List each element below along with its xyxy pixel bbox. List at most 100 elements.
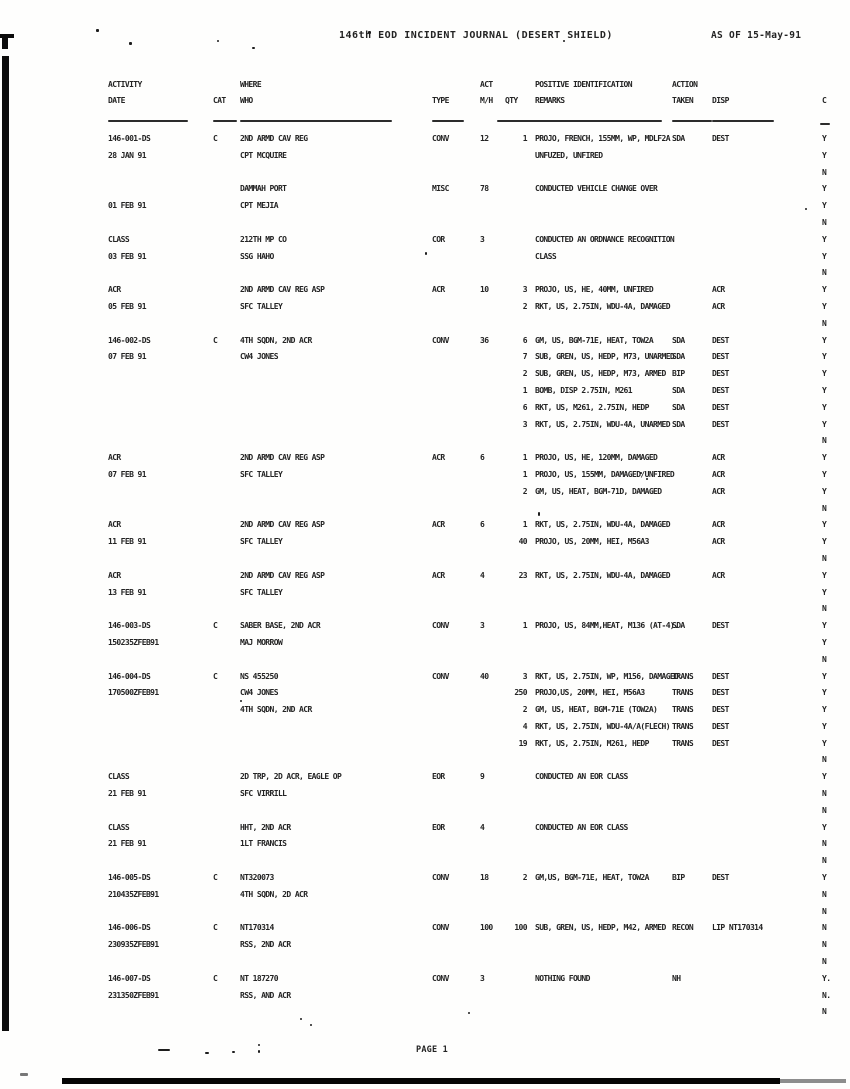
cell-activity-date: 146-007-DS [108, 973, 151, 983]
cell-activity-date: CLASS [108, 772, 130, 782]
journal-line: N [108, 1007, 850, 1024]
col-cat-label: CAT [213, 96, 226, 105]
cell-type: CONV [432, 973, 449, 983]
journal-line: 146-007-DS C NT 187270 CONV 3 NOTHING FO… [108, 974, 850, 991]
col-qty-label: QTY [505, 96, 518, 105]
journal-line: 146-005-DS C NT320073 CONV 18 2 GM,US, B… [108, 873, 850, 890]
cell-act-mh: 3 [480, 621, 485, 631]
journal-line: 05 FEB 91 SFC TALLEY 2 RKT, US, 2.75IN, … [108, 302, 850, 319]
cell-act-mh: 4 [480, 822, 485, 832]
cell-disp: DEST [712, 419, 729, 429]
cell-c-flag: Y [822, 234, 827, 244]
cell-where-who: 4TH SQDN, 2ND ACR [240, 705, 312, 715]
cell-c-flag: N [822, 839, 827, 849]
scan-speck [258, 1044, 260, 1046]
journal-line: N [108, 319, 850, 336]
cell-qty: 2 [522, 486, 528, 496]
cell-where-who: SFC TALLEY [240, 537, 283, 547]
cell-c-flag: Y [822, 301, 827, 311]
journal-line: 2 GM, US, HEAT, BGM-71D, DAMAGED ACR Y [108, 487, 850, 504]
cell-activity-date: 150235ZFEB91 [108, 637, 159, 647]
cell-activity-date: 07 FEB 91 [108, 469, 147, 479]
cell-act-mh: 3 [480, 973, 485, 983]
header-rule [712, 120, 774, 122]
cell-activity-date: 146-001-DS [108, 134, 151, 143]
scan-speck [20, 1073, 28, 1076]
journal-line: 150235ZFEB91 MAJ MORROW Y [108, 638, 850, 655]
cell-c-flag: N [822, 217, 827, 227]
cell-act-mh: 12 [480, 134, 489, 143]
col-remarks-label: REMARKS [535, 96, 565, 105]
cell-remarks: GM,US, BGM-71E, HEAT, TOW2A [535, 873, 649, 883]
cell-remarks: UNFUZED, UNFIRED [535, 150, 603, 160]
cell-c-flag: Y [822, 671, 827, 681]
cell-activity-date: 146-003-DS [108, 621, 151, 631]
cell-disp: DEST [712, 134, 729, 143]
cell-c-flag: N. [822, 990, 831, 1000]
cell-c-flag: Y [822, 587, 827, 597]
journal-line: 07 FEB 91 CW4 JONES 7 SUB, GREN, US, HED… [108, 352, 850, 369]
cell-where-who: 4TH SQDN, 2D ACR [240, 889, 308, 899]
col-taken-label: TAKEN [672, 96, 694, 105]
cell-remarks: CONDUCTED AN ORDNANCE RECOGNITION [535, 234, 675, 244]
cell-disp: DEST [712, 335, 729, 345]
cell-qty: 100 [514, 923, 527, 933]
cell-remarks: CONDUCTED AN EOR CLASS [535, 822, 628, 832]
cell-c-flag: Y [822, 621, 827, 631]
cell-action-taken: BIP [672, 369, 685, 379]
cell-disp: DEST [712, 705, 729, 715]
cell-activity-date: CLASS [108, 234, 130, 244]
cell-activity-date: ACR [108, 520, 121, 530]
cell-where-who: SFC TALLEY [240, 587, 283, 597]
cell-c-flag: N [822, 957, 827, 967]
col-who-label: WHO [240, 96, 253, 105]
cell-disp: ACR [712, 486, 725, 496]
cell-type: CONV [432, 335, 449, 345]
cell-c-flag: Y [822, 184, 827, 194]
page-number: PAGE 1 [416, 1045, 448, 1055]
cell-c-flag: N [822, 906, 827, 916]
cell-remarks: RKT, US, 2.75IN, M261, HEDP [535, 738, 649, 748]
cell-remarks: GM, US, HEAT, BGM-71D, DAMAGED [535, 486, 662, 496]
cell-qty: 3 [522, 419, 528, 429]
cell-c-flag: Y [822, 469, 827, 479]
cell-c-flag: Y [822, 705, 827, 715]
cell-where-who: 2ND ARMD CAV REG ASP [240, 570, 325, 580]
cell-type: ACR [432, 570, 445, 580]
cell-c-flag: N [822, 604, 827, 614]
cell-act-mh: 10 [480, 285, 489, 295]
cell-remarks: RKT, US, 2.75IN, WDU-4A, DAMAGED [535, 520, 671, 530]
cell-disp: DEST [712, 671, 729, 681]
cell-activity-date: 146-005-DS [108, 873, 151, 883]
scan-bottom-rule [780, 1079, 846, 1083]
scan-speck [205, 1052, 209, 1054]
cell-c-flag: N [822, 856, 827, 866]
scan-speck [158, 1049, 170, 1051]
cell-qty: 1 [522, 621, 528, 631]
scan-speck [217, 40, 219, 42]
cell-activity-date: 13 FEB 91 [108, 587, 147, 597]
journal-line: 6 RKT, US, M261, 2.75IN, HEDP SDA DEST Y [108, 403, 850, 420]
cell-c-flag: N [822, 1007, 827, 1017]
scan-speck [646, 478, 648, 480]
cell-remarks: RKT, US, 2.75IN, WP, M156, DAMAGED [535, 671, 679, 681]
cell-c-flag: N [822, 436, 827, 446]
cell-type: EOR [432, 772, 445, 782]
cell-disp: ACR [712, 453, 725, 463]
cell-where-who: 4TH SQDN, 2ND ACR [240, 335, 312, 345]
cell-remarks: RKT, US, 2.75IN, WDU-4A, DAMAGED [535, 301, 671, 311]
cell-c-flag: N [822, 923, 827, 933]
cell-action-taken: TRANS [672, 721, 694, 731]
cell-c-flag: Y [822, 150, 827, 160]
cell-activity-date: 01 FEB 91 [108, 201, 147, 211]
journal-line: N [108, 604, 850, 621]
cell-c-flag: N [822, 654, 827, 664]
cell-c-flag: Y [822, 486, 827, 496]
journal-line: 210435ZFEB91 4TH SQDN, 2D ACR N [108, 890, 850, 907]
scan-speck [805, 208, 807, 210]
cell-activity-date: 230935ZFEB91 [108, 940, 159, 950]
scan-speck [468, 1012, 470, 1014]
cell-where-who: DAMMAH PORT [240, 184, 287, 194]
header-rule [240, 120, 392, 122]
